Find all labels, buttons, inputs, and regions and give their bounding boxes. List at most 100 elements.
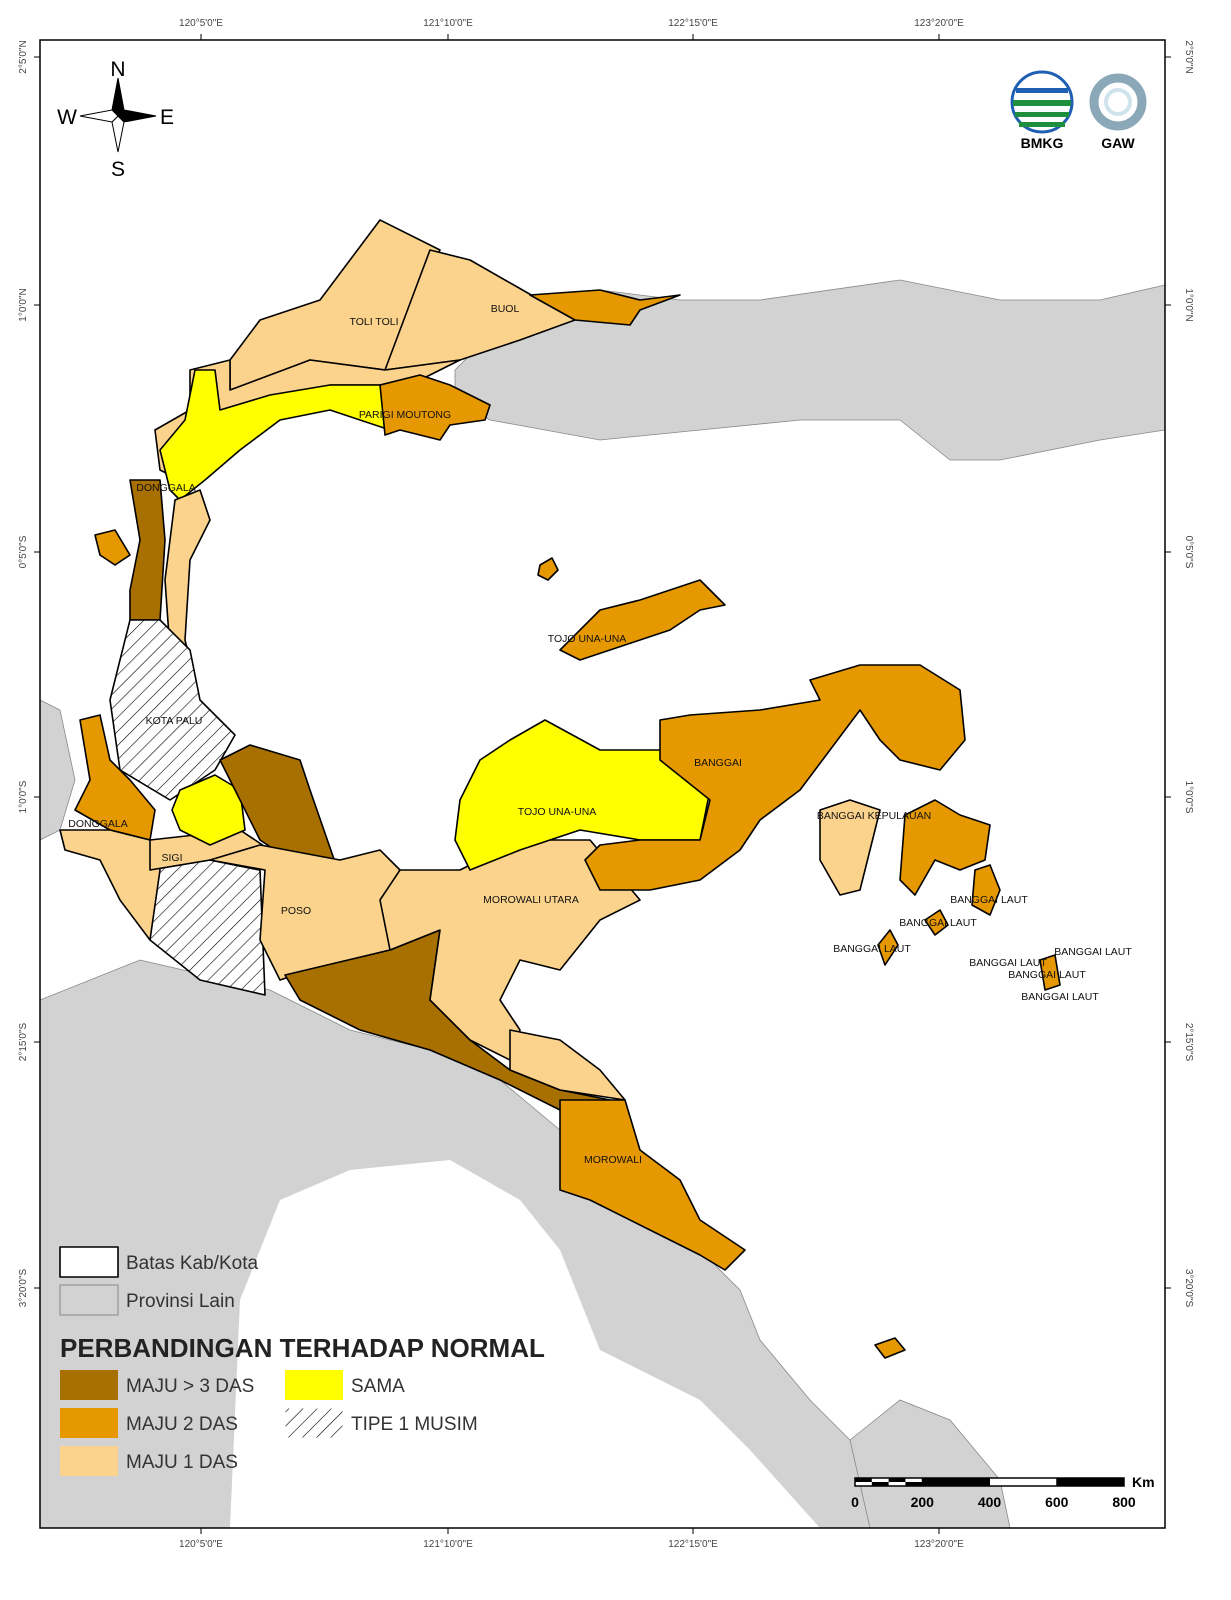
legend-label: MAJU 2 DAS [126,1414,238,1435]
lat-label: 0°5'0"S [18,535,29,568]
scale-tick-label: 200 [911,1494,935,1510]
lat-label: 2°15'0"S [18,1022,29,1061]
compass-west: W [57,106,77,129]
region-label: BUOL [491,303,520,315]
region [584,664,966,891]
scale-tick-label: 0 [851,1494,859,1510]
region [59,829,161,941]
region-label: TOJO UNA-UNA [548,633,627,645]
legend-label: SAMA [351,1376,405,1397]
map-frame [39,39,1166,1529]
region-label: BANGGAI LAUT [1054,946,1132,958]
compass-east: E [160,106,174,129]
sea [230,1160,820,1528]
scale-tick-label: 600 [1045,1494,1069,1510]
region-label: PARIGI MOUTONG [359,409,451,421]
scale-segment [905,1482,923,1486]
legend-label: MAJU > 3 DAS [126,1376,254,1397]
lon-label: 123°20'0"E [914,1539,964,1550]
scale-segment [888,1478,906,1482]
scale-unit: Km [1132,1474,1155,1490]
legend-classes: MAJU > 3 DAS MAJU 2 DAS MAJU 1 DAS SAMA TIPE… [60,1370,478,1476]
region-label: BANGGAI LAUT [833,943,911,955]
legend-swatch [59,1246,119,1278]
lon-label: 122°15'0"E [668,1539,718,1550]
lat-label: 2°5'0"N [18,40,29,73]
lon-label: 123°20'0"E [914,18,964,29]
logo-gaw-mark [1089,73,1147,131]
legend-swatch [60,1370,118,1400]
region-label: SIGI [161,852,182,864]
legend-label: TIPE 1 MUSIM [351,1414,478,1435]
island [1039,954,1061,991]
scale-segment [855,1478,872,1482]
scale-segment [1056,1478,1124,1486]
region [94,529,131,566]
region [159,369,391,501]
region [529,289,681,326]
other-province [40,699,76,841]
compass-south: S [111,158,125,181]
region [379,374,491,441]
region-label: BANGGAI [694,757,742,769]
region-label: MOROWALI [584,1154,642,1166]
region [74,714,156,841]
compass [79,77,157,153]
lat-label: 3°20'0"S [18,1268,29,1307]
lon-label: 121°10'0"E [423,18,473,29]
scale-segment [871,1482,889,1486]
legend-swatch [285,1370,343,1400]
lat-label: 2°5'0"N [1183,40,1194,73]
lat-label: 1°0'0"N [18,288,29,321]
legend-swatch [59,1284,119,1316]
region-label: POSO [281,905,311,917]
scale-segment [922,1478,990,1486]
compass-north: N [110,58,125,81]
legend-swatch [60,1446,118,1476]
scale-tick-label: 800 [1112,1494,1136,1510]
island [819,799,881,896]
region-label: KOTA PALU [146,715,203,727]
region-label: DONGGALA [136,482,196,494]
region-label: MOROWALI UTARA [483,894,579,906]
legend-swatch [60,1408,118,1438]
region-label: TOLI TOLI [349,316,398,328]
scale-tick-label: 400 [978,1494,1002,1510]
lon-label: 122°15'0"E [668,18,718,29]
logo-bmkg-mark [1010,70,1074,134]
island [924,909,949,936]
lat-label: 1°0'0"S [18,780,29,813]
lon-label: 120°5'0"E [179,18,223,29]
region-label: DONGGALA [68,818,128,830]
island [899,799,991,896]
lat-label: 0°5'0"S [1183,536,1194,569]
region-label: BANGGAI LAUT [899,917,977,929]
lat-label: 3°20'0"S [1183,1269,1194,1308]
lat-label: 1°0'0"N [1183,288,1194,321]
logo-label: BMKG [1021,135,1064,151]
legend-swatch [284,1407,344,1439]
island [971,864,1001,916]
map-body [40,219,1165,1528]
legend-label: Provinsi Lain [126,1291,235,1312]
region-label: BANGGAI KEPULAUAN [817,810,931,822]
island [537,557,559,581]
lon-label: 120°5'0"E [179,1539,223,1550]
island [874,1337,906,1359]
other-province [454,279,1165,461]
lon-label: 121°10'0"E [423,1539,473,1550]
island [559,579,726,661]
region [454,719,711,871]
region [559,1099,746,1271]
region-label: BANGGAI LAUT [950,894,1028,906]
region-label: BANGGAI LAUT [1021,991,1099,1003]
legend-label: Batas Kab/Kota [126,1253,258,1274]
region-label: TOJO UNA-UNA [518,806,597,818]
region-label: BANGGAI LAUT [1008,969,1086,981]
region-label: BANGGAI LAUT [969,957,1047,969]
legend-label: MAJU 1 DAS [126,1452,238,1473]
scale-bar: 0 200 400 600 800 Km [851,1474,1154,1510]
legend-title: PERBANDINGAN TERHADAP NORMAL [60,1333,545,1363]
island [877,929,899,966]
